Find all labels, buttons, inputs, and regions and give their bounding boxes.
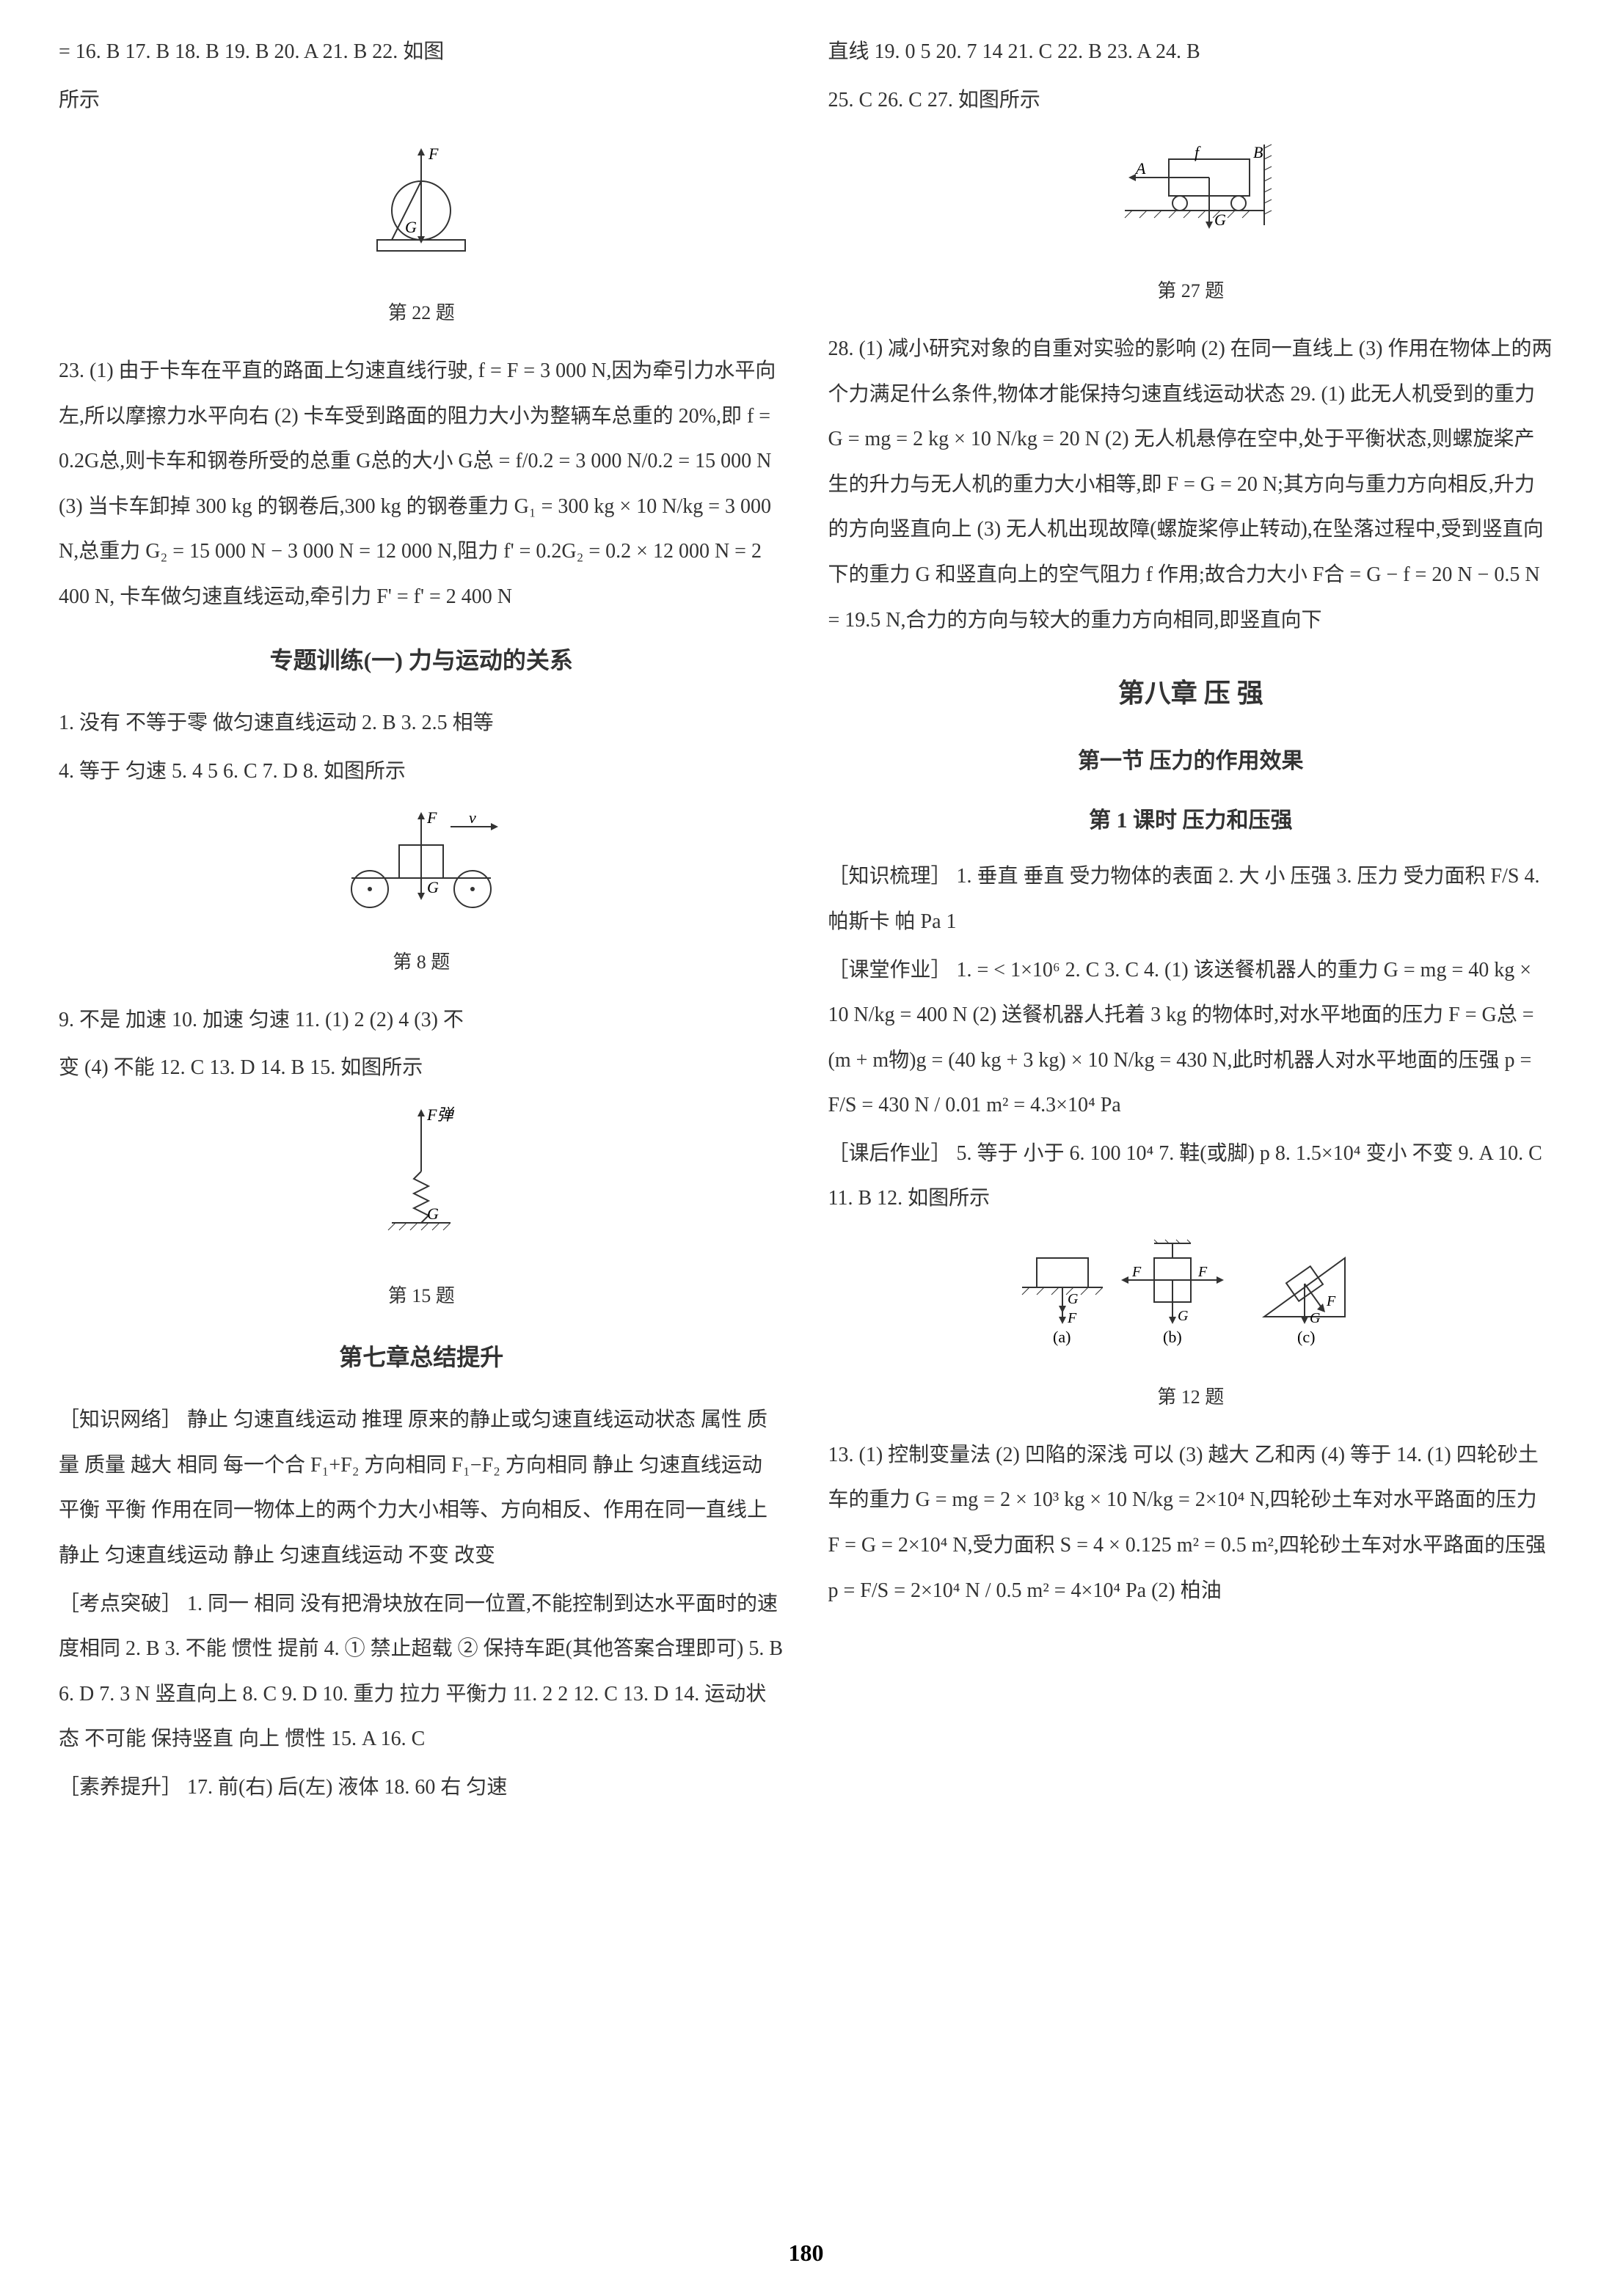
label-F: F: [1326, 1293, 1336, 1309]
section-label: ［考点突破］: [59, 1593, 182, 1615]
section-label: ［知识梳理］: [828, 865, 952, 888]
label-F: F: [428, 145, 439, 163]
special-training-title: 专题训练(一) 力与运动的关系: [59, 635, 784, 686]
cultivation: ［素养提升］ 17. 前(右) 后(左) 液体 18. 60 右 匀速: [59, 1765, 784, 1810]
answer-text: 25. C 26. C 27. 如图所示: [828, 78, 1554, 123]
chapter-7-summary-title: 第七章总结提升: [59, 1331, 784, 1383]
section-label: ［素养提升］: [59, 1776, 182, 1799]
label-A: A: [1134, 159, 1146, 178]
section-label: ［课后作业］: [828, 1142, 952, 1165]
label-F: F弹: [426, 1105, 454, 1124]
figure-15: F弹 G 第 15 题: [59, 1105, 784, 1317]
answer-text: 变 (4) 不能 12. C 13. D 14. B 15. 如图所示: [59, 1045, 784, 1091]
figure-27: A B f G 第 27 题: [828, 137, 1554, 312]
lesson-1-title: 第 1 课时 压力和压强: [828, 797, 1554, 845]
sub-label-b: (b): [1163, 1328, 1182, 1346]
force-diagram-icon: F G: [355, 137, 487, 269]
figure-caption: 第 12 题: [828, 1376, 1554, 1418]
right-column: 直线 19. 0 5 20. 7 14 21. C 22. B 23. A 24…: [828, 29, 1554, 2201]
label-G: G: [1214, 211, 1226, 229]
answer-text: 1. 没有 不等于零 做匀速直线运动 2. B 3. 2.5 相等: [59, 701, 784, 746]
question-13-14: 13. (1) 控制变量法 (2) 凹陷的深浅 可以 (3) 越大 乙和丙 (4…: [828, 1433, 1554, 1613]
sub-label-a: (a): [1053, 1328, 1071, 1346]
answer-text: 1. 同一 相同 没有把滑块放在同一位置,不能控制到达水平面时的速度相同 2. …: [59, 1593, 783, 1751]
label-B: B: [1253, 143, 1263, 161]
label-G: G: [1310, 1310, 1321, 1326]
figure-12: G F (a) F F G: [828, 1236, 1554, 1418]
label-G: G: [1068, 1291, 1079, 1307]
label-F: F: [1067, 1310, 1077, 1326]
figure-caption: 第 8 题: [59, 941, 784, 983]
left-column: = 16. B 17. B 18. B 19. B 20. A 21. B 22…: [59, 29, 784, 2201]
answer-text: 所示: [59, 78, 784, 123]
section-1-title: 第一节 压力的作用效果: [828, 737, 1554, 786]
answer-text: 静止 匀速直线运动 推理 原来的静止或匀速直线运动状态 属性 质量 质量 越大 …: [59, 1408, 767, 1567]
force-diagram-icon: F v G: [326, 808, 517, 918]
classwork: ［课堂作业］ 1. = < 1×10⁶ 2. C 3. C 4. (1) 该送餐…: [828, 948, 1554, 1128]
answer-text: 9. 不是 加速 10. 加速 匀速 11. (1) 2 (2) 4 (3) 不: [59, 998, 784, 1043]
label-F: F: [426, 808, 437, 827]
page-number: 180: [789, 2240, 824, 2267]
label-G: G: [427, 1204, 439, 1223]
sub-label-c: (c): [1297, 1328, 1315, 1346]
label-F: F: [1197, 1264, 1208, 1280]
figure-caption: 第 15 题: [59, 1275, 784, 1317]
label-v: v: [469, 808, 476, 827]
pressure-diagram-icon: G F (a) F F G: [1007, 1236, 1374, 1353]
figure-caption: 第 27 题: [828, 270, 1554, 312]
answer-text: 直线 19. 0 5 20. 7 14 21. C 22. B 23. A 24…: [828, 29, 1554, 75]
answer-text: 1. = < 1×10⁶ 2. C 3. C 4. (1) 该送餐机器人的重力 …: [828, 959, 1534, 1117]
figure-8: F v G 第 8 题: [59, 808, 784, 983]
answer-text: = 16. B 17. B 18. B 19. B 20. A 21. B 22…: [59, 29, 784, 75]
label-G: G: [427, 878, 439, 896]
friction-diagram-icon: A B f G: [1081, 137, 1301, 247]
knowledge-network: ［知识网络］ 静止 匀速直线运动 推理 原来的静止或匀速直线运动状态 属性 质量…: [59, 1397, 784, 1578]
label-G: G: [1178, 1308, 1189, 1324]
spring-diagram-icon: F弹 G: [370, 1105, 473, 1252]
section-label: ［知识网络］: [59, 1408, 182, 1431]
page-container: = 16. B 17. B 18. B 19. B 20. A 21. B 22…: [59, 29, 1553, 2201]
section-label: ［课堂作业］: [828, 959, 952, 981]
figure-22: F G 第 22 题: [59, 137, 784, 334]
label-G: G: [405, 218, 417, 236]
homework: ［课后作业］ 5. 等于 小于 6. 100 10⁴ 7. 鞋(或脚) p 8.…: [828, 1131, 1554, 1221]
chapter-8-title: 第八章 压 强: [828, 665, 1554, 723]
answer-text: 4. 等于 匀速 5. 4 5 6. C 7. D 8. 如图所示: [59, 749, 784, 794]
question-28-29: 28. (1) 减小研究对象的自重对实验的影响 (2) 在同一直线上 (3) 作…: [828, 326, 1554, 643]
question-23: 23. (1) 由于卡车在平直的路面上匀速直线行驶, f = F = 3 000…: [59, 348, 784, 620]
label-F: F: [1131, 1264, 1142, 1280]
answer-text: 17. 前(右) 后(左) 液体 18. 60 右 匀速: [187, 1776, 507, 1799]
exam-points: ［考点突破］ 1. 同一 相同 没有把滑块放在同一位置,不能控制到达水平面时的速…: [59, 1582, 784, 1762]
figure-caption: 第 22 题: [59, 292, 784, 334]
knowledge-review: ［知识梳理］ 1. 垂直 垂直 受力物体的表面 2. 大 小 压强 3. 压力 …: [828, 854, 1554, 944]
